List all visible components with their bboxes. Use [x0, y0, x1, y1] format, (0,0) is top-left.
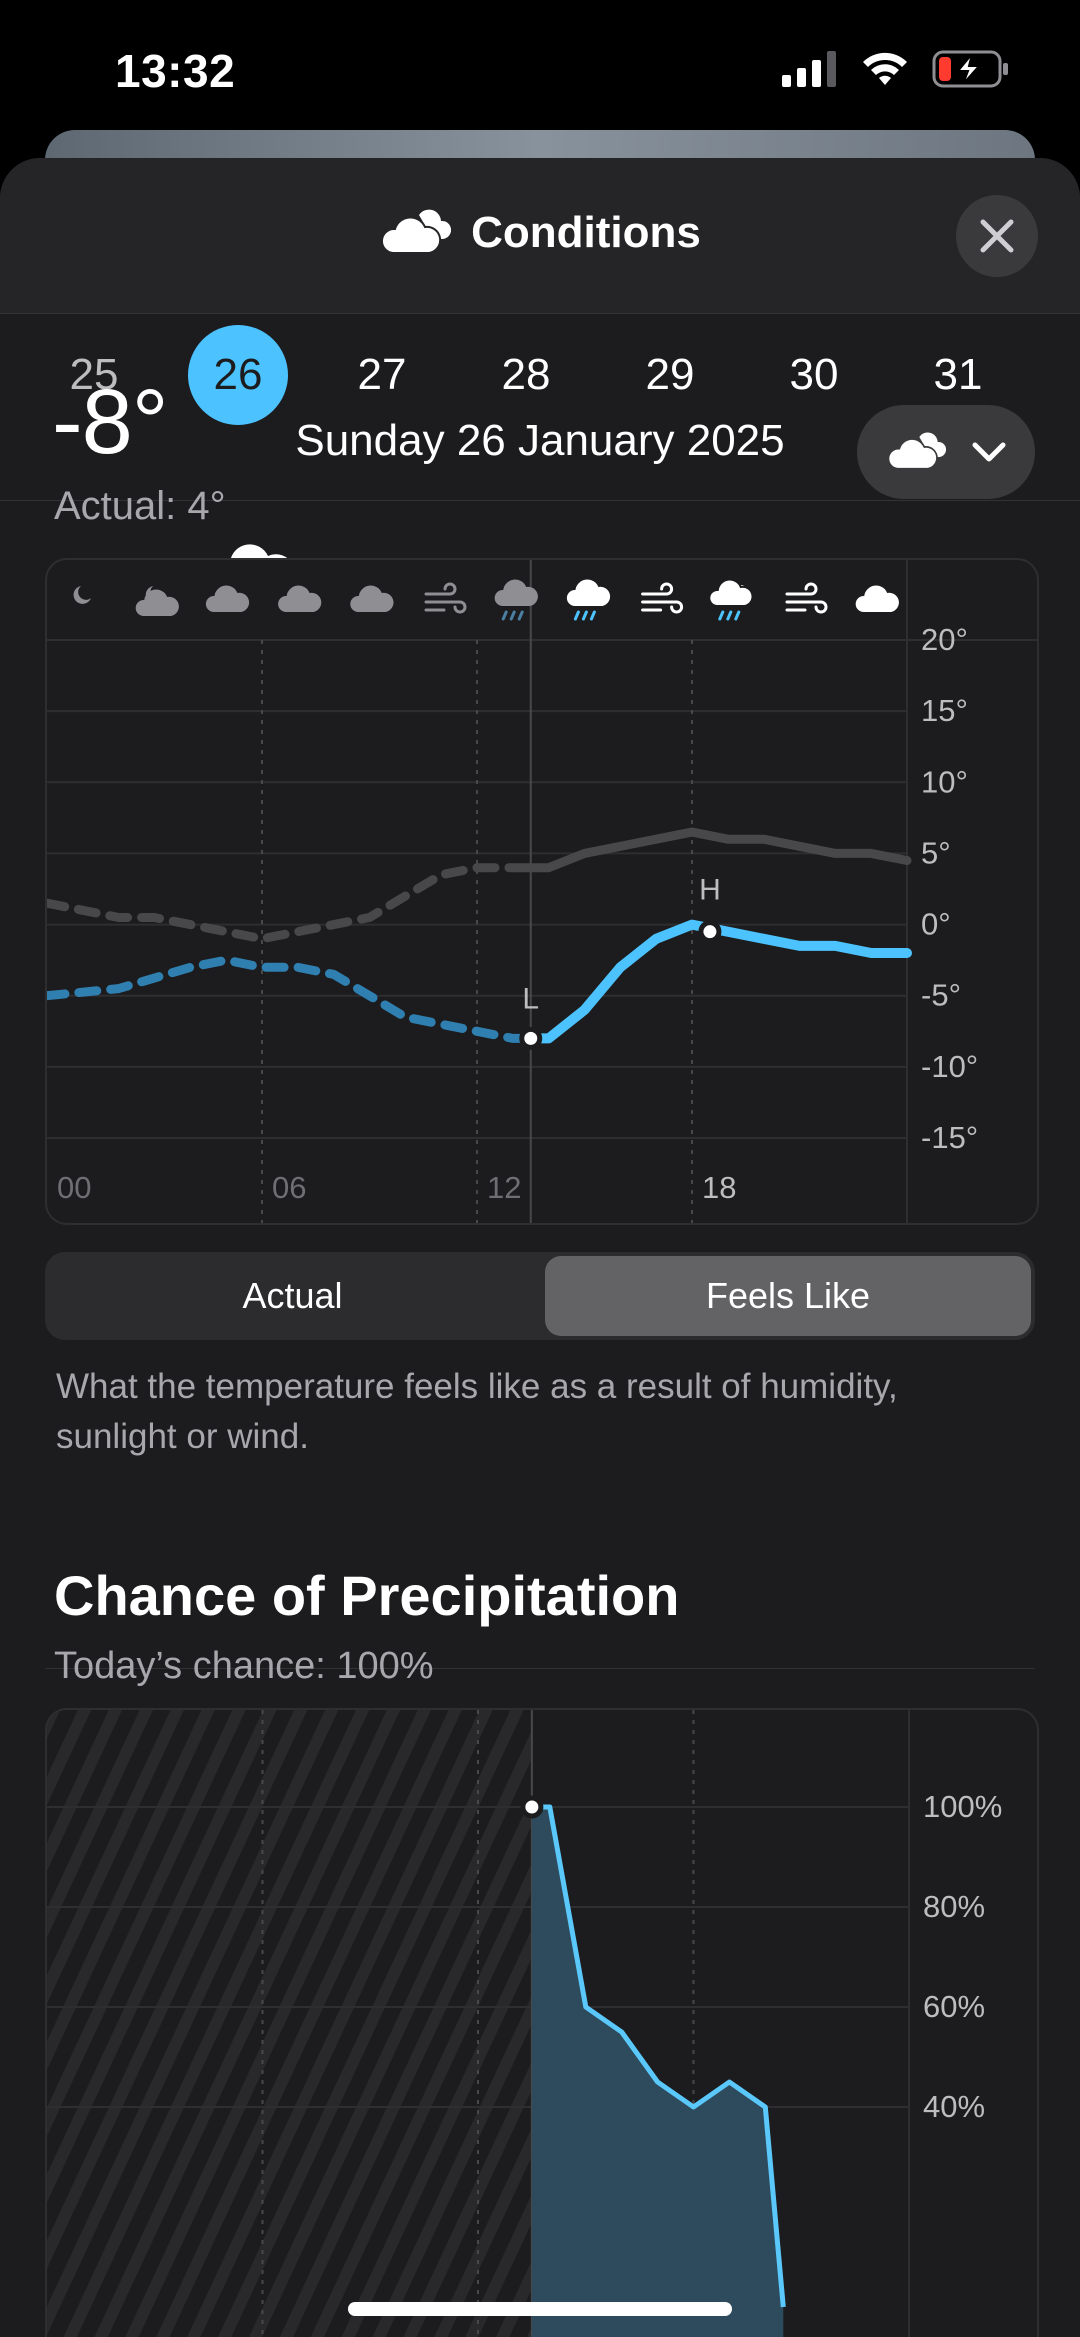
y-tick-label: 60%: [923, 1989, 985, 2024]
close-icon: [980, 219, 1014, 253]
wind-shape: [424, 582, 467, 614]
precipitation-title: Chance of Precipitation: [54, 1564, 680, 1627]
low-label: L: [522, 982, 539, 1015]
actual-toggle-option[interactable]: Actual: [242, 1275, 343, 1316]
x-tick-label: 12: [487, 1170, 521, 1205]
actual-line-past: [47, 863, 518, 944]
cloud-icon: [381, 209, 452, 254]
cloud-shape: [205, 585, 250, 612]
y-tick-label: -15°: [921, 1120, 978, 1155]
sheet-header: Conditions: [0, 158, 1080, 314]
status-bar: 13:32: [0, 0, 1080, 140]
home-indicator[interactable]: [348, 2302, 732, 2316]
wind-icon: [641, 582, 684, 614]
status-icons: [782, 50, 1010, 88]
wind-shape: [785, 582, 828, 614]
rain-drops: [573, 610, 596, 621]
rain-cloud-icon: [494, 579, 538, 621]
moon-shape: [73, 586, 91, 604]
x-tick-label: 06: [272, 1170, 306, 1205]
y-tick-label: -10°: [921, 1049, 978, 1084]
x-tick-label: 00: [57, 1170, 91, 1205]
day-28[interactable]: 28: [501, 350, 551, 399]
precipitation-chart: 100% 80% 60% 40%: [45, 1708, 1039, 2337]
moon-cloud-icon: [73, 586, 91, 604]
chevron-down-icon: [972, 442, 1006, 462]
day-25[interactable]: 25: [69, 350, 119, 399]
feels-like-chart: 20° 15° 10° 5° 0° -5° -10° -15° 00 06 12 18 L H: [45, 558, 1039, 1225]
temperature-mode-toggle: Actual Feels Like: [45, 1252, 1035, 1340]
rain-drops: [501, 610, 524, 621]
day-29[interactable]: 29: [645, 350, 695, 399]
day-27[interactable]: 27: [357, 350, 407, 399]
cloud-icon: [350, 585, 394, 612]
cloud-shape: [278, 585, 322, 612]
y-tick-label: 40%: [923, 2089, 985, 2124]
y-tick-label: 20°: [921, 622, 968, 657]
sun-rain-icon: [708, 578, 754, 621]
sheet-title: Conditions: [0, 208, 1080, 258]
cloud-shape: [135, 589, 179, 616]
day-31[interactable]: 31: [933, 350, 983, 399]
rain-cloud-icon: [566, 579, 611, 621]
status-time: 13:32: [115, 45, 236, 97]
y-tick-label: 5°: [921, 835, 951, 870]
feels-like-description: What the temperature feels like as a res…: [56, 1367, 898, 1456]
precipitation-chart-svg: 100% 80% 60% 40%: [47, 1710, 1002, 2337]
high-label: H: [699, 874, 721, 907]
chart-layer-menu[interactable]: [857, 405, 1035, 499]
moon-cloud-icon: [135, 586, 179, 616]
temperature-value: -8°: [52, 371, 169, 473]
y-tick-label: 0°: [921, 907, 951, 942]
selected-date: Sunday 26 January 2025: [295, 416, 785, 465]
y-tick-label: 80%: [923, 1889, 985, 1924]
wind-shape: [641, 582, 684, 614]
cloud-icon: [205, 585, 250, 612]
wind-icon: [785, 582, 828, 614]
cloud-icon: [887, 432, 946, 470]
high-point-marker: [698, 920, 722, 944]
cloud-shape: [855, 585, 899, 612]
rain-drops: [718, 610, 741, 621]
past-hours-region: [47, 1710, 532, 2337]
divider: [0, 500, 1080, 501]
wifi-icon: [863, 52, 907, 85]
current-point-marker: [520, 1795, 544, 1819]
conditions-sheet: Conditions 25 26 27 28 29 30 31 Sunday 2…: [0, 158, 1080, 2337]
cloud-icon: [855, 585, 899, 612]
close-button[interactable]: [956, 195, 1038, 277]
feels-like-toggle-option[interactable]: Feels Like: [545, 1256, 1031, 1336]
cloud-shape: [350, 585, 394, 612]
low-point-marker: [519, 1026, 543, 1050]
wind-icon: [424, 582, 467, 614]
feels-like-chart-svg: 20° 15° 10° 5° 0° -5° -10° -15° 00 06 12 18 L H: [47, 560, 1037, 1223]
feels-like-line-future: [525, 919, 912, 1044]
precipitation-subtitle: Today’s chance: 100%: [54, 1645, 434, 1687]
cloud-icon: [278, 585, 322, 612]
current-temperature: -8°: [52, 370, 169, 475]
date-picker: 25 26 27 28 29 30 31: [0, 313, 1080, 425]
cloud-shape: [566, 579, 611, 606]
y-tick-label: 100%: [923, 1789, 1002, 1824]
cellular-signal-icon: [782, 51, 836, 87]
section-divider: [45, 1668, 1035, 1669]
battery-charging-icon: [932, 50, 1008, 88]
precipitation-line: [531, 1804, 786, 2308]
day-26-selected[interactable]: 26: [188, 325, 288, 425]
precipitation-area: [531, 1807, 784, 2337]
y-tick-label: -5°: [921, 978, 961, 1013]
cloud-shape: [708, 578, 754, 607]
y-tick-label: 10°: [921, 764, 968, 799]
actual-line-future: [508, 827, 912, 873]
x-tick-label: 18: [702, 1170, 736, 1205]
sheet-title-text: Conditions: [471, 208, 701, 257]
cloud-shape: [494, 579, 538, 606]
actual-temperature: Actual: 4°: [54, 484, 226, 528]
y-tick-label: 15°: [921, 693, 968, 728]
feels-like-line-past: [47, 955, 536, 1043]
day-30[interactable]: 30: [789, 350, 839, 399]
